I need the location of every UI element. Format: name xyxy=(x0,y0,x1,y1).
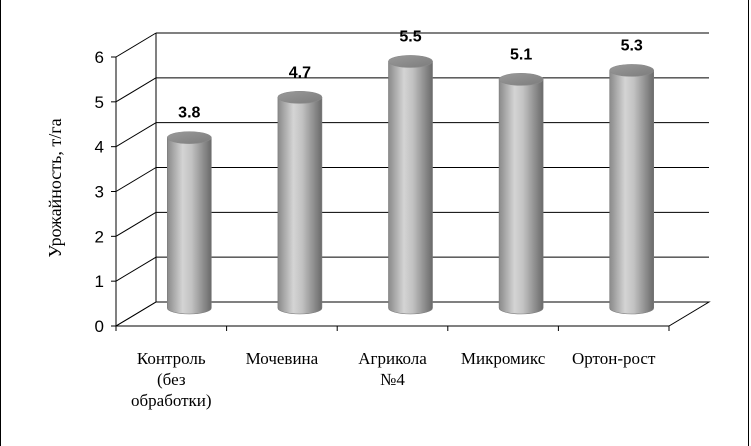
bar-5 xyxy=(609,64,655,315)
bar-top xyxy=(498,73,544,86)
x-category-label: Контроль (без обработки) xyxy=(131,349,212,410)
bar-1 xyxy=(167,131,212,315)
side-gridline xyxy=(115,211,157,237)
x-category-label-line: обработки) xyxy=(131,391,212,410)
x-category-label-line: Микромикс xyxy=(461,349,546,368)
x-category-label: Агрикола №4 xyxy=(358,349,427,389)
bar-body xyxy=(498,79,544,315)
data-label: 5.5 xyxy=(399,28,421,45)
x-category-label-line: Контроль xyxy=(137,349,206,368)
side-gridline xyxy=(115,256,157,282)
bar-body xyxy=(167,137,212,315)
x-category-label-line: Ортон-рост xyxy=(572,349,656,368)
side-gridline xyxy=(115,32,157,58)
bar-4 xyxy=(498,73,544,315)
data-label: 4.7 xyxy=(289,64,311,81)
y-tick-label: 4 xyxy=(95,138,104,157)
bar-top xyxy=(388,55,433,68)
data-label: 5.3 xyxy=(621,37,643,54)
bar-3 xyxy=(388,55,433,315)
y-axis-label: Урожайность, т/га xyxy=(45,118,65,257)
bar-top xyxy=(609,64,655,77)
bar-top xyxy=(167,131,212,144)
labels: 3.8 Контроль (без обработки) 4.7 Мочевина 5.5 А… xyxy=(131,28,656,410)
x-category-label-line: Агрикола xyxy=(358,349,427,368)
x-category-label-line: (без xyxy=(157,370,186,389)
data-label: 3.8 xyxy=(178,105,200,122)
y-tick-label: 6 xyxy=(95,48,104,67)
x-category-label: Микромикс xyxy=(461,349,546,368)
bars xyxy=(167,55,655,315)
bar-body xyxy=(388,61,433,315)
y-tick-label: 0 xyxy=(95,317,104,336)
axes: 0 1 2 3 4 5 6 xyxy=(95,48,670,336)
x-category-label-line: №4 xyxy=(380,370,405,389)
bar-body xyxy=(609,70,654,315)
data-label: 5.1 xyxy=(510,46,532,63)
bar-top xyxy=(277,90,323,104)
y-tick-label: 5 xyxy=(95,93,104,112)
side-gridline xyxy=(115,122,157,148)
side-gridline xyxy=(115,77,157,103)
bar-body xyxy=(277,96,323,315)
y-tick-label: 2 xyxy=(95,227,104,246)
floor xyxy=(114,301,711,327)
bar-2 xyxy=(277,90,323,315)
y-tick-label: 3 xyxy=(95,183,104,202)
x-category-label: Ортон-рост xyxy=(572,349,656,368)
y-tick-label: 1 xyxy=(95,272,104,291)
x-category-label-line: Мочевина xyxy=(246,349,319,368)
x-category-label: Мочевина xyxy=(246,349,319,368)
side-gridline xyxy=(115,167,157,192)
